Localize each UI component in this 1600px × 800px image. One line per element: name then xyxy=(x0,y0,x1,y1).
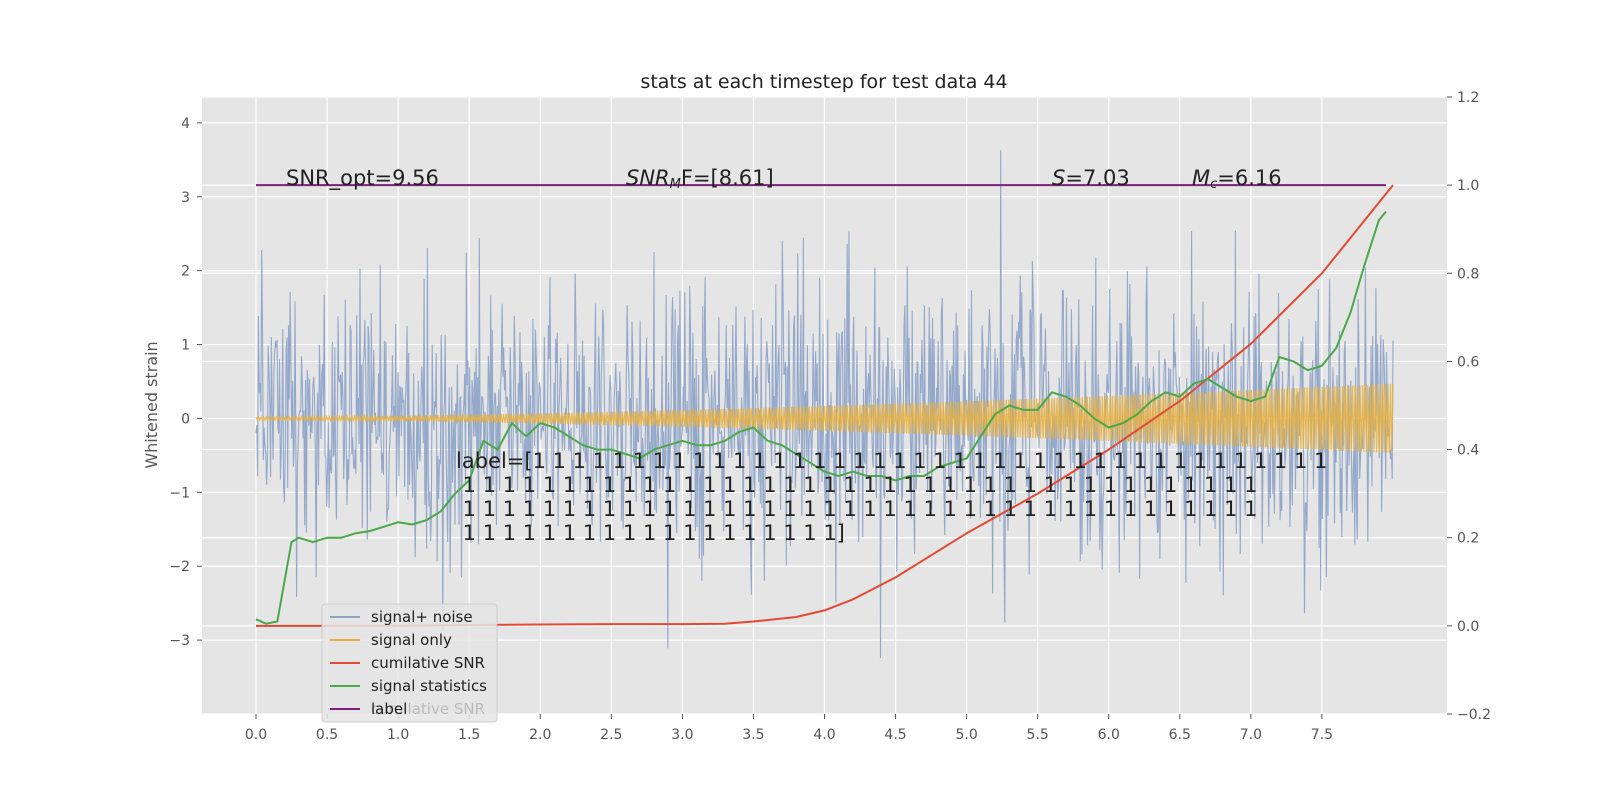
legend-ghost-text: cumilative SNR xyxy=(371,700,485,718)
label-annotation: label=[1 1 1 1 1 1 1 1 1 1 1 1 1 1 1 1 1… xyxy=(456,449,1327,545)
label-line-1: label=[1 1 1 1 1 1 1 1 1 1 1 1 1 1 1 1 1… xyxy=(456,449,1327,473)
annotation-snr-opt: SNR_opt=9.56 xyxy=(286,166,439,191)
x-tick-label: 3.5 xyxy=(742,727,764,743)
legend-label-signal-noise: signal+ noise xyxy=(371,608,473,626)
y-left-tick-label: 4 xyxy=(181,116,190,132)
y-right-tick-label: 0.4 xyxy=(1457,443,1479,459)
y-right-tick-label: 1.0 xyxy=(1457,178,1479,194)
legend-label-label: label xyxy=(371,700,407,718)
x-tick-label: 6.0 xyxy=(1098,727,1120,743)
label-line-2: 1 1 1 1 1 1 1 1 1 1 1 1 1 1 1 1 1 1 1 1 … xyxy=(456,473,1257,497)
y-left-tick-label: −1 xyxy=(169,485,190,501)
y-right-tick-label: 0.2 xyxy=(1457,531,1479,547)
series-signal-noise xyxy=(255,150,1394,659)
annotation-snr-mf: SNRMF=[8.61] xyxy=(626,166,774,192)
legend: cumilative SNR signal+ noise signal only… xyxy=(321,603,498,723)
x-tick-label: 2.0 xyxy=(529,727,551,743)
series-line-signal-statistics xyxy=(255,210,1387,625)
legend-box xyxy=(321,603,498,723)
x-tick-label: 1.5 xyxy=(458,727,480,743)
y-axis-label-left: Whitened strain xyxy=(142,341,161,468)
noise-trace xyxy=(255,150,1394,659)
y-left-tick-label: −3 xyxy=(169,633,190,649)
chart-title: stats at each timestep for test data 44 xyxy=(640,71,1007,93)
x-tick-label: 2.5 xyxy=(600,727,622,743)
annotation-s: S=7.03 xyxy=(1052,166,1130,190)
label-line-4: 1 1 1 1 1 1 1 1 1 1 1 1 1 1 1 1 1 1 1] xyxy=(456,521,845,545)
x-tick-label: 6.5 xyxy=(1169,727,1191,743)
legend-label-signal-only: signal only xyxy=(371,631,452,649)
x-tick-label: 0.5 xyxy=(316,727,338,743)
x-tick-label: 4.5 xyxy=(884,727,906,743)
y-left-tick-label: 1 xyxy=(181,338,190,354)
y-left-tick-label: 2 xyxy=(181,264,190,280)
series-signal-only xyxy=(255,383,1394,454)
legend-label-cumulative-snr: cumilative SNR xyxy=(371,654,485,672)
x-tick-label: 5.5 xyxy=(1027,727,1049,743)
y-right-tick-label: −0.2 xyxy=(1457,707,1491,723)
x-tick-label: 4.0 xyxy=(813,727,835,743)
x-tick-label: 5.0 xyxy=(955,727,977,743)
x-tick-label: 3.0 xyxy=(671,727,693,743)
y-left-tick-label: −2 xyxy=(169,559,190,575)
y-left-tick-label: 0 xyxy=(181,411,190,427)
annotation-mc: Mc=6.16 xyxy=(1192,166,1282,192)
y-right-tick-label: 1.2 xyxy=(1457,90,1479,106)
chirp-trace xyxy=(255,383,1394,454)
legend-label-signal-statistics: signal statistics xyxy=(371,677,487,695)
x-tick-label: 0.0 xyxy=(245,727,267,743)
x-tick-label: 1.0 xyxy=(387,727,409,743)
y-right-tick-label: 0.0 xyxy=(1457,619,1479,635)
y-right-tick-label: 0.8 xyxy=(1457,266,1479,282)
y-right-tick-label: 0.6 xyxy=(1457,354,1479,370)
x-tick-label: 7.5 xyxy=(1311,727,1333,743)
label-line-3: 1 1 1 1 1 1 1 1 1 1 1 1 1 1 1 1 1 1 1 1 … xyxy=(456,497,1257,521)
axis-ticks: 0.0 0.5 1.0 1.5 2.0 2.5 3.0 3.5 4.0 4.5 5.0 5.5 6.0 6… xyxy=(169,90,1491,743)
y-left-tick-label: 3 xyxy=(181,190,190,206)
annotations: SNR_opt=9.56 SNRMF=[8.61] S=7.03 Mc=6.16 xyxy=(286,166,1282,192)
x-tick-label: 7.0 xyxy=(1240,727,1262,743)
